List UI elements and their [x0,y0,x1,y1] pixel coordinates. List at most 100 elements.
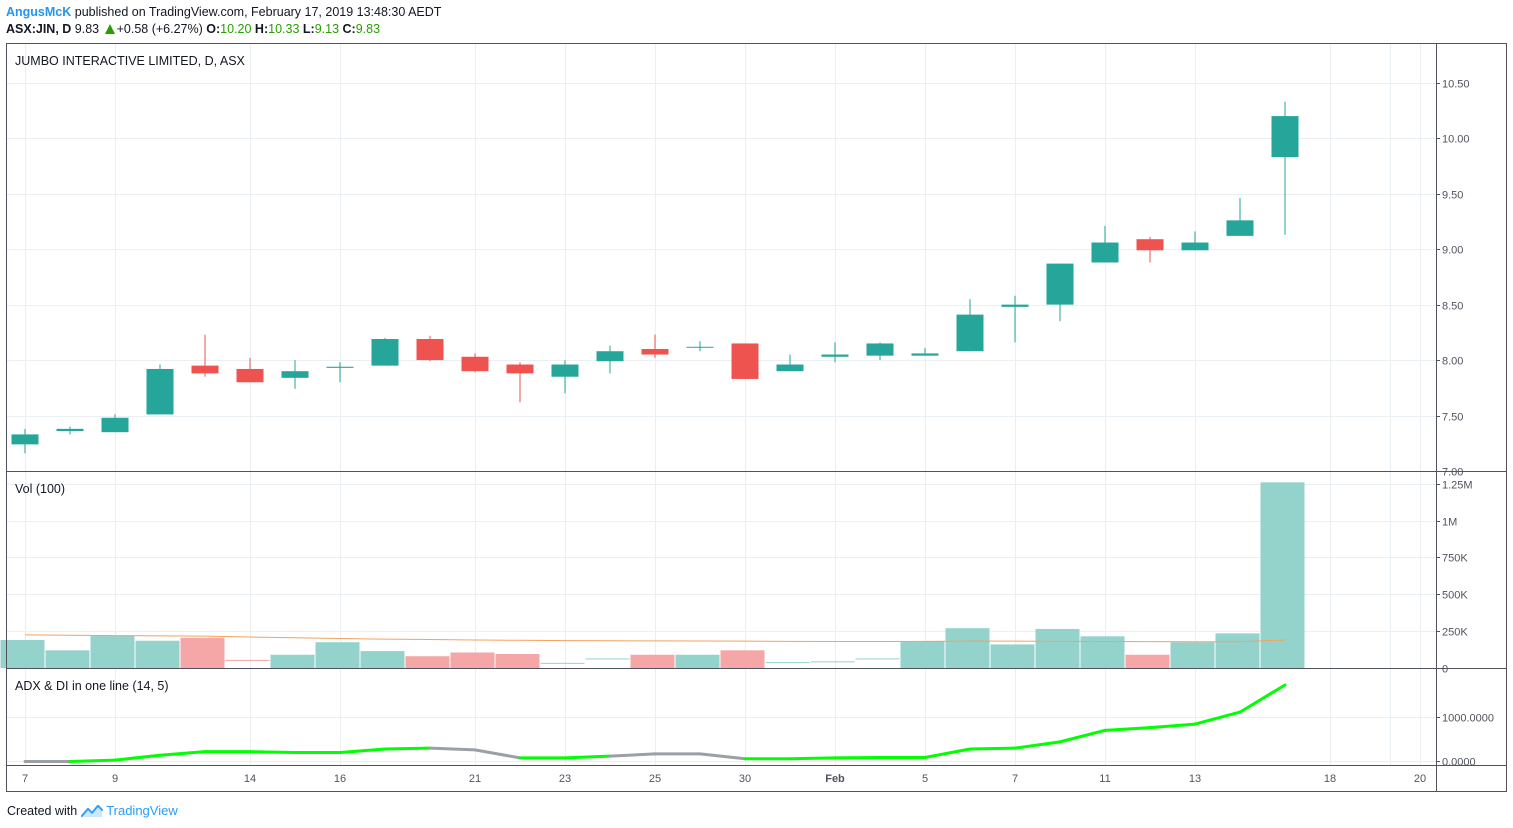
volume-bar [990,644,1035,668]
candle-body [416,339,444,361]
volume-bar [585,658,630,660]
candle [1046,263,1074,322]
candle [11,428,39,454]
volume-ma-line [24,634,1286,643]
time-axis-label: 7 [1012,773,1018,785]
adx-pane-title: ADX & DI in one line (14, 5) [15,679,169,693]
volume-bar [45,650,90,668]
candle-body [641,349,669,355]
time-axis-label: 9 [112,773,118,785]
price-axis-label: 8.00 [1442,356,1463,368]
volume-bar [1170,642,1215,668]
candle-body [506,364,534,374]
adx-line-segment [1148,722,1197,730]
author-link[interactable]: AngusMcK [6,5,72,19]
candle-body [281,371,309,378]
volume-bar [360,651,405,668]
adx-line-segment [608,752,657,758]
candle-body [1226,220,1254,236]
header-line-2: ASX:JIN, D 9.83 +0.58 (+6.27%) O:10.20 H… [6,22,380,36]
volume-bar [900,641,945,668]
adx-axis-label: 0.0000 [1442,757,1476,769]
close-value: 9.83 [355,22,381,36]
candle-body [236,368,264,383]
candle [956,299,984,352]
candle [191,334,219,377]
volume-pane-title: Vol (100) [15,482,65,496]
volume-bar [225,659,270,661]
volume-bar [540,662,585,664]
candle-body [911,353,939,356]
volume-bar [1215,633,1260,668]
candle [416,335,444,362]
candle-body [56,428,84,432]
candle-body [101,417,129,433]
volume-bar [1125,654,1170,668]
adx-line-segment [1238,683,1287,714]
candle-body [686,346,714,348]
candle-body [1136,239,1164,251]
adx-line-segment [788,756,837,761]
adx-line-segment [1058,728,1107,744]
adx-line-segment [563,754,612,760]
adx-line-segment [383,746,432,751]
price-change: +0.58 (+6.27%) [116,22,203,36]
time-axis-label: 25 [649,773,661,785]
adx-line-segment [1013,740,1062,750]
candle-body [191,365,219,374]
candle [686,341,714,352]
adx-line-segment [428,746,477,752]
volume-bar [405,656,450,668]
volume-bar [1260,482,1305,668]
volume-bar [810,661,855,663]
candle [1181,231,1209,251]
candle [236,357,264,383]
candle [821,342,849,363]
candle [551,360,579,394]
volume-axis-label: 500K [1442,590,1468,602]
candle [1136,236,1164,263]
price-axis-label: 7.50 [1442,412,1463,424]
volume-bar [675,654,720,668]
volume-bar [450,652,495,668]
price-axis-label: 9.00 [1442,245,1463,257]
candle [461,353,489,373]
candle-body [146,368,174,415]
chart-labels: JUMBO INTERACTIVE LIMITED, D, ASX Vol (1… [15,54,1494,785]
time-axis-label: 13 [1189,773,1201,785]
open-label: O: [206,22,221,36]
volume-bar [315,642,360,668]
adx-line-segment [923,747,972,759]
high-value: 10.33 [268,22,300,36]
time-axis-label: 20 [1414,773,1426,785]
low-label: L: [302,22,315,36]
candle [731,343,759,379]
candle [596,345,624,374]
adx-line-segment [1103,726,1152,732]
price-axis-label: 10.00 [1442,134,1470,146]
footer: Created with TradingView [7,803,178,818]
time-axis-label: 30 [739,773,751,785]
volume-bar [495,654,540,668]
candle-body [731,343,759,379]
candle-body [1271,116,1299,158]
candle [776,354,804,372]
volume-axis-label: 1.25M [1442,480,1473,492]
candle-body [776,364,804,372]
candle [1091,225,1119,263]
open-value: 10.20 [220,22,252,36]
time-axis-label: 7 [22,773,28,785]
volume-axis-label: 0 [1442,664,1448,676]
price-axis-label: 9.50 [1442,190,1463,202]
volume-bar [270,654,315,668]
last-price: 9.83 [74,22,100,36]
tradingview-brand-link[interactable]: TradingView [106,803,178,818]
candle [101,414,129,433]
candle [911,347,939,356]
candle [1226,198,1254,236]
chart-border [6,43,1507,792]
candle [326,362,354,383]
price-axis-label: 7.00 [1442,467,1463,479]
time-axis-label: 14 [244,773,256,785]
